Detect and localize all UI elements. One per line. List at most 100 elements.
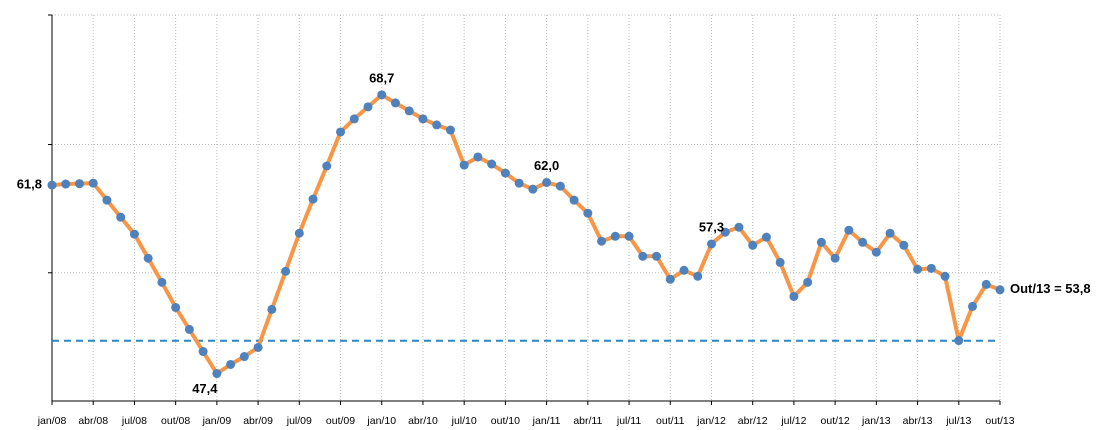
marker <box>226 359 236 369</box>
data-label: 57,3 <box>699 219 724 234</box>
marker <box>789 291 799 301</box>
marker <box>308 194 318 204</box>
marker <box>720 227 730 237</box>
marker <box>913 264 923 274</box>
marker <box>47 180 57 190</box>
marker <box>157 277 167 287</box>
x-tick-label: abr/13 <box>903 415 933 427</box>
x-tick-label: abr/08 <box>78 415 108 427</box>
marker <box>597 236 607 246</box>
marker <box>281 266 291 276</box>
marker <box>940 271 950 281</box>
marker <box>294 228 304 238</box>
marker <box>377 90 387 100</box>
x-tick-label: out/10 <box>491 415 520 427</box>
marker <box>858 237 868 247</box>
x-tick-label: jan/09 <box>202 415 232 427</box>
marker <box>445 125 455 135</box>
x-tick-label: jul/09 <box>286 415 312 427</box>
x-tick-label: jan/08 <box>37 415 67 427</box>
marker <box>418 114 428 124</box>
marker <box>336 127 346 137</box>
marker <box>844 225 854 235</box>
x-tick-label: jul/11 <box>616 415 641 427</box>
marker <box>404 106 414 116</box>
marker <box>665 274 675 284</box>
marker <box>555 181 565 191</box>
marker <box>542 177 552 187</box>
marker <box>652 251 662 261</box>
marker <box>706 239 716 249</box>
marker <box>473 152 483 162</box>
x-tick-label: out/11 <box>656 415 685 427</box>
marker <box>981 279 991 289</box>
marker <box>871 247 881 257</box>
marker <box>583 208 593 218</box>
marker <box>514 178 524 188</box>
x-tick-label: out/13 <box>985 415 1014 427</box>
marker <box>487 159 497 169</box>
marker <box>198 347 208 357</box>
line <box>51 92 1001 376</box>
marker <box>693 271 703 281</box>
marker <box>954 336 964 346</box>
marker <box>212 369 222 379</box>
data-label: Out/13 = 53,8 <box>1010 281 1091 296</box>
marker <box>610 231 620 241</box>
data-label: 68,7 <box>369 70 394 85</box>
x-tick-label: jul/10 <box>451 415 477 427</box>
marker <box>363 102 373 112</box>
marker <box>899 240 909 250</box>
marker <box>74 179 84 189</box>
x-tick-label: jan/11 <box>532 415 561 427</box>
marker <box>88 178 98 188</box>
marker <box>459 160 469 170</box>
x-tick-label: jul/12 <box>780 415 806 427</box>
marker <box>61 179 71 189</box>
marker <box>102 195 112 205</box>
marker <box>528 184 538 194</box>
marker <box>239 352 249 362</box>
x-tick-label: abr/09 <box>243 415 273 427</box>
marker <box>349 114 359 124</box>
x-tick-label: out/09 <box>326 415 355 427</box>
data-label: 62,0 <box>534 158 559 173</box>
marker <box>679 265 689 275</box>
marker <box>253 342 263 352</box>
marker <box>432 120 442 130</box>
marker <box>171 302 181 312</box>
marker <box>500 168 510 178</box>
x-tick-label: jul/13 <box>945 415 971 427</box>
marker <box>129 229 139 239</box>
marker <box>816 237 826 247</box>
marker <box>775 257 785 267</box>
x-tick-label: out/12 <box>821 415 850 427</box>
marker <box>830 253 840 263</box>
x-tick-label: jan/12 <box>696 415 726 427</box>
marker <box>569 195 579 205</box>
marker <box>267 304 277 314</box>
marker <box>624 231 634 241</box>
marker <box>116 212 126 222</box>
marker <box>926 263 936 273</box>
marker <box>734 222 744 232</box>
marker <box>748 240 758 250</box>
x-tick-label: abr/11 <box>573 415 602 427</box>
x-tick-label: jan/10 <box>366 415 396 427</box>
data-label: 61,8 <box>17 177 42 192</box>
marker <box>143 253 153 263</box>
x-tick-label: out/08 <box>161 415 190 427</box>
x-tick-label: jan/13 <box>861 415 891 427</box>
x-tick-label: abr/12 <box>738 415 768 427</box>
marker <box>968 301 978 311</box>
marker <box>803 277 813 287</box>
data-label: 47,4 <box>192 381 218 396</box>
marker <box>638 251 648 261</box>
marker <box>885 228 895 238</box>
marker <box>995 285 1005 295</box>
marker <box>390 98 400 108</box>
x-tick-label: jul/08 <box>121 415 147 427</box>
marker <box>761 232 771 242</box>
marker <box>322 161 332 171</box>
